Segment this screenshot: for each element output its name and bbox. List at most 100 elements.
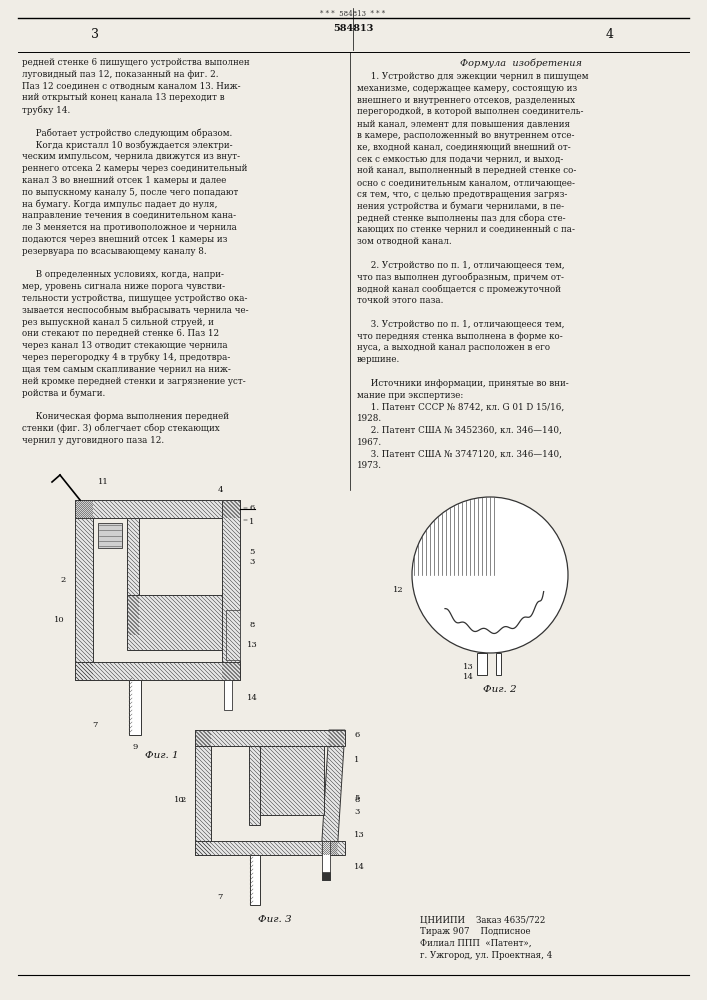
- Text: 5: 5: [250, 548, 255, 556]
- Bar: [250, 855, 260, 905]
- Text: 1: 1: [250, 518, 255, 526]
- Text: 6: 6: [250, 504, 255, 512]
- Text: 3: 3: [354, 808, 360, 816]
- Text: реннего отсека 2 камеры через соединительный: реннего отсека 2 камеры через соединител…: [22, 164, 247, 173]
- Text: ческим импульсом, чернила движутся из внут-: ческим импульсом, чернила движутся из вн…: [22, 152, 240, 161]
- Polygon shape: [195, 730, 211, 855]
- Text: 12: 12: [392, 586, 403, 594]
- Text: Коническая форма выполнения передней: Коническая форма выполнения передней: [22, 412, 229, 421]
- Text: 10: 10: [54, 616, 64, 624]
- Text: Тираж 907    Подписное: Тираж 907 Подписное: [420, 927, 531, 936]
- Text: механизме, содержащее камеру, состоящую из: механизме, содержащее камеру, состоящую …: [357, 84, 577, 93]
- Text: 1967.: 1967.: [357, 438, 382, 447]
- Text: ройства и бумаги.: ройства и бумаги.: [22, 388, 105, 398]
- Text: 2: 2: [60, 576, 66, 584]
- Text: рез выпускной канал 5 сильной струей, и: рез выпускной канал 5 сильной струей, и: [22, 318, 214, 327]
- Text: подаются через внешний отсек 1 камеры из: подаются через внешний отсек 1 камеры из: [22, 235, 228, 244]
- Bar: [224, 680, 232, 710]
- Polygon shape: [249, 746, 260, 825]
- Text: Источники информации, принятые во вни-: Источники информации, принятые во вни-: [357, 379, 568, 388]
- Text: точкой этого паза.: точкой этого паза.: [357, 296, 443, 305]
- Text: на бумагу. Когда импульс падает до нуля,: на бумагу. Когда импульс падает до нуля,: [22, 200, 218, 209]
- Text: ный канал, элемент для повышения давления: ный канал, элемент для повышения давлени…: [357, 119, 570, 128]
- Text: 3. Устройство по п. 1, отличающееся тем,: 3. Устройство по п. 1, отличающееся тем,: [357, 320, 564, 329]
- Text: ке, входной канал, соединяющий внешний от-: ке, входной канал, соединяющий внешний о…: [357, 143, 571, 152]
- Text: В определенных условиях, когда, напри-: В определенных условиях, когда, напри-: [22, 270, 224, 279]
- Polygon shape: [75, 500, 93, 680]
- Text: вершине.: вершине.: [357, 355, 400, 364]
- Text: что передняя стенка выполнена в форме ко-: что передняя стенка выполнена в форме ко…: [357, 332, 563, 341]
- Text: Фиг. 1: Фиг. 1: [145, 750, 179, 760]
- Text: 10: 10: [174, 796, 185, 804]
- Bar: [322, 841, 330, 880]
- Text: 4: 4: [606, 28, 614, 41]
- Text: мание при экспертизе:: мание при экспертизе:: [357, 391, 463, 400]
- Text: Фиг. 2: Фиг. 2: [483, 684, 517, 694]
- Text: 2. Патент США № 3452360, кл. 346—140,: 2. Патент США № 3452360, кл. 346—140,: [357, 426, 562, 435]
- Text: что паз выполнен дугообразным, причем от-: что паз выполнен дугообразным, причем от…: [357, 273, 564, 282]
- Polygon shape: [127, 595, 222, 650]
- Circle shape: [412, 497, 568, 653]
- Text: водной канал сообщается с промежуточной: водной канал сообщается с промежуточной: [357, 284, 561, 294]
- Text: 14: 14: [354, 863, 364, 871]
- Text: нуса, а выходной канал расположен в его: нуса, а выходной канал расположен в его: [357, 343, 550, 352]
- Text: сек с емкостью для подачи чернил, и выход-: сек с емкостью для подачи чернил, и выхо…: [357, 155, 563, 164]
- Text: в камере, расположенный во внутреннем отсе-: в камере, расположенный во внутреннем от…: [357, 131, 575, 140]
- Text: Работает устройство следующим образом.: Работает устройство следующим образом.: [22, 129, 233, 138]
- Polygon shape: [75, 662, 240, 680]
- Text: они стекают по передней стенке 6. Паз 12: они стекают по передней стенке 6. Паз 12: [22, 329, 219, 338]
- Text: ней кромке передней стенки и загрязнение уст-: ней кромке передней стенки и загрязнение…: [22, 377, 246, 386]
- Text: 1928.: 1928.: [357, 414, 382, 423]
- Text: 13: 13: [247, 641, 257, 649]
- Text: мер, уровень сигнала ниже порога чувстви-: мер, уровень сигнала ниже порога чувстви…: [22, 282, 225, 291]
- Text: стенки (фиг. 3) облегчает сбор стекающих: стенки (фиг. 3) облегчает сбор стекающих: [22, 424, 220, 433]
- Text: через канал 13 отводит стекающие чернила: через канал 13 отводит стекающие чернила: [22, 341, 228, 350]
- Bar: [98, 523, 122, 548]
- Text: кающих по стенке чернил и соединенный с па-: кающих по стенке чернил и соединенный с …: [357, 225, 575, 234]
- Text: * * *  584813  * * *: * * * 584813 * * *: [320, 10, 385, 18]
- Polygon shape: [195, 841, 345, 855]
- Text: канал 3 во внешний отсек 1 камеры и далее: канал 3 во внешний отсек 1 камеры и дале…: [22, 176, 226, 185]
- Text: Формула  изобретения: Формула изобретения: [460, 58, 582, 68]
- Text: Фиг. 3: Фиг. 3: [258, 916, 292, 924]
- Text: г. Ужгород, ул. Проектная, 4: г. Ужгород, ул. Проектная, 4: [420, 951, 552, 960]
- Text: 1. Патент СССР № 8742, кл. G 01 D 15/16,: 1. Патент СССР № 8742, кл. G 01 D 15/16,: [357, 402, 564, 411]
- Text: 14: 14: [462, 673, 474, 681]
- Text: щая тем самым скапливание чернил на ниж-: щая тем самым скапливание чернил на ниж-: [22, 365, 231, 374]
- Text: луговидный паз 12, показанный на фиг. 2.: луговидный паз 12, показанный на фиг. 2.: [22, 70, 218, 79]
- Text: 2: 2: [180, 796, 186, 804]
- Text: по выпускному каналу 5, после чего попадают: по выпускному каналу 5, после чего попад…: [22, 188, 238, 197]
- Text: ся тем, что, с целью предотвращения загряз-: ся тем, что, с целью предотвращения загр…: [357, 190, 568, 199]
- Text: направление течения в соединительном кана-: направление течения в соединительном кан…: [22, 211, 236, 220]
- Bar: [226, 610, 240, 660]
- Text: 11: 11: [98, 478, 108, 486]
- Text: 13: 13: [354, 831, 364, 839]
- Text: 1. Устройство для эжекции чернил в пишущем: 1. Устройство для эжекции чернил в пишущ…: [357, 72, 588, 81]
- Text: редней стенке выполнены паз для сбора сте-: редней стенке выполнены паз для сбора ст…: [357, 214, 566, 223]
- Text: перегородкой, в которой выполнен соединитель-: перегородкой, в которой выполнен соедини…: [357, 107, 583, 116]
- Polygon shape: [321, 730, 345, 855]
- Text: 6: 6: [354, 731, 360, 739]
- Text: через перегородку 4 в трубку 14, предотвра-: через перегородку 4 в трубку 14, предотв…: [22, 353, 230, 362]
- Text: тельности устройства, пишущее устройство ока-: тельности устройства, пишущее устройство…: [22, 294, 247, 303]
- Text: осно с соединительным каналом, отличающее-: осно с соединительным каналом, отличающе…: [357, 178, 575, 187]
- Text: 584813: 584813: [333, 24, 373, 33]
- Text: ле 3 меняется на противоположное и чернила: ле 3 меняется на противоположное и черни…: [22, 223, 237, 232]
- Text: 9: 9: [132, 743, 138, 751]
- Text: ний открытый конец канала 13 переходит в: ний открытый конец канала 13 переходит в: [22, 93, 225, 102]
- Text: 1: 1: [354, 756, 360, 764]
- Text: ЦНИИПИ    Заказ 4635/722: ЦНИИПИ Заказ 4635/722: [420, 915, 545, 924]
- Bar: [496, 653, 501, 675]
- Text: чернил у дуговидного паза 12.: чернил у дуговидного паза 12.: [22, 436, 164, 445]
- Text: зом отводной канал.: зом отводной канал.: [357, 237, 452, 246]
- Text: редней стенке 6 пишущего устройства выполнен: редней стенке 6 пишущего устройства выпо…: [22, 58, 250, 67]
- Polygon shape: [260, 746, 324, 815]
- Text: 5: 5: [354, 794, 360, 802]
- Text: 7: 7: [93, 721, 98, 729]
- Text: 7: 7: [217, 893, 223, 901]
- Text: Филиал ППП  «Патент»,: Филиал ППП «Патент»,: [420, 939, 532, 948]
- Text: внешнего и внутреннего отсеков, разделенных: внешнего и внутреннего отсеков, разделен…: [357, 96, 575, 105]
- Text: 3: 3: [91, 28, 99, 41]
- Text: 8: 8: [250, 621, 255, 629]
- Text: 3: 3: [250, 558, 255, 566]
